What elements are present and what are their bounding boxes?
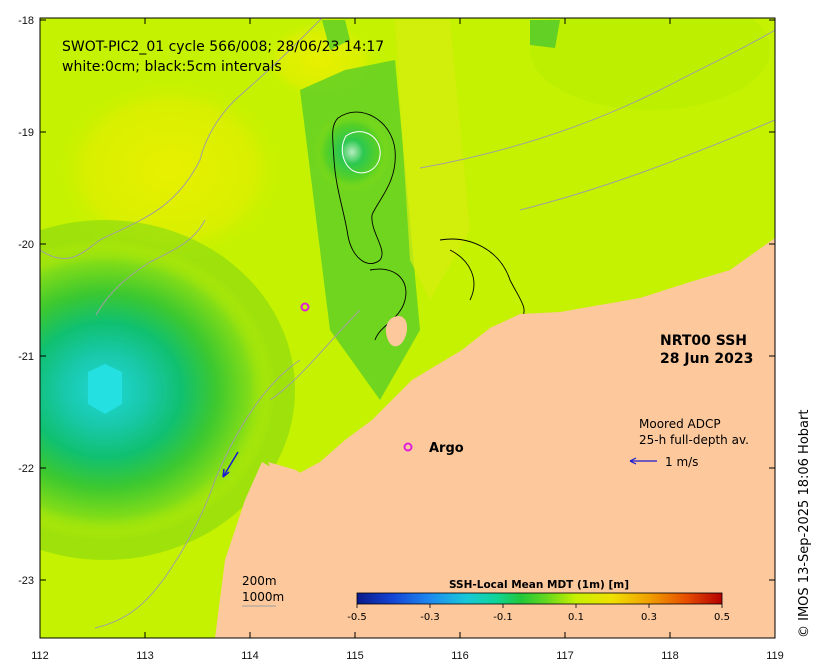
x-tick-label: 114 <box>241 650 259 662</box>
isobaths <box>40 18 775 629</box>
y-tick-label: -19 <box>18 127 34 139</box>
adcp-vector <box>222 451 239 478</box>
swot-pass-title: SWOT-PIC2_01 cycle 566/008; 28/06/23 14:… <box>62 39 384 55</box>
isobath-1000-label: 1000m <box>242 590 284 604</box>
contours-black <box>332 111 525 341</box>
colorbar-tick-label: -0.1 <box>493 612 513 623</box>
y-tick-label: -22 <box>18 463 34 475</box>
colorbar: SSH-Local Mean MDT (1m) [m] -0.5 -0.3 -0… <box>347 579 730 623</box>
colorbar-tick-label: 0.3 <box>641 612 657 623</box>
colorbar-tick-label: -0.3 <box>420 612 440 623</box>
land-mass <box>215 238 775 638</box>
swot-swath-east <box>395 20 470 300</box>
colorbar-title: SSH-Local Mean MDT (1m) [m] <box>449 579 629 591</box>
x-tick-label: 115 <box>346 650 364 662</box>
axis-tick-marks <box>39 18 776 638</box>
y-tick-label: -18 <box>18 15 34 27</box>
argo-label: Argo <box>429 441 464 456</box>
map-frame <box>39 17 776 639</box>
colorbar-tick-label: 0.1 <box>568 612 584 623</box>
product-date: 28 Jun 2023 <box>660 351 753 367</box>
product-label: NRT00 SSH <box>660 333 747 349</box>
contours-white <box>341 131 381 174</box>
isobath-200-label: 200m <box>242 574 277 588</box>
y-tick-label: -23 <box>18 575 34 587</box>
x-tick-label: 119 <box>766 650 784 662</box>
x-tick-label: 118 <box>661 650 679 662</box>
colorbar-gradient <box>356 592 723 605</box>
adcp-legend-subtitle: 25-h full-depth av. <box>639 433 749 447</box>
copyright-stamp: © IMOS 13-Sep-2025 18:06 Hobart <box>797 410 812 638</box>
warm-anomaly-north <box>50 75 290 265</box>
argo-float-marker <box>403 442 413 452</box>
colorbar-tick-marks <box>356 604 723 608</box>
x-tick-label: 116 <box>451 650 469 662</box>
cold-eddy-west <box>40 240 275 540</box>
x-tick-label: 113 <box>136 650 154 662</box>
argo-float-marker <box>300 302 310 312</box>
x-axis-labels: 112 113 114 115 116 117 118 119 <box>31 650 784 662</box>
land-peninsula <box>268 462 310 505</box>
eddy-core <box>88 364 122 414</box>
swot-patch-top <box>322 20 350 50</box>
y-tick-label: -21 <box>18 351 34 363</box>
x-tick-label: 112 <box>31 650 49 662</box>
y-axis-labels: -18 -19 -20 -21 -22 -23 <box>18 15 34 587</box>
land-island <box>385 315 408 347</box>
adcp-scale-label: 1 m/s <box>665 455 698 469</box>
swot-cold-core <box>314 112 390 192</box>
colorbar-tick-label: 0.5 <box>714 612 730 623</box>
x-tick-label: 117 <box>556 650 574 662</box>
adcp-scale-arrow <box>629 457 657 465</box>
contour-legend-text: white:0cm; black:5cm intervals <box>62 59 282 75</box>
colorbar-tick-label: -0.5 <box>347 612 367 623</box>
ocean-patch-top <box>530 20 560 48</box>
map-area <box>40 18 775 638</box>
ocean-patch-ne <box>530 18 770 110</box>
y-tick-label: -20 <box>18 239 34 251</box>
adcp-legend-title: Moored ADCP <box>639 417 721 431</box>
